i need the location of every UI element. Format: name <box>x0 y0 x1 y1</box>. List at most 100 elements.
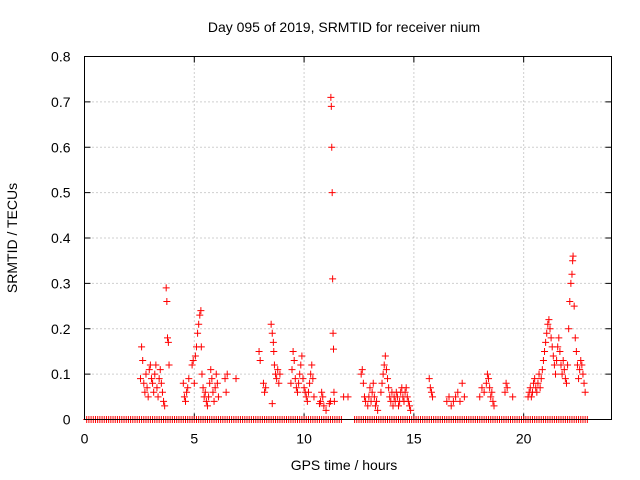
data-point <box>322 406 330 414</box>
data-point <box>369 379 377 387</box>
data-point <box>287 379 295 387</box>
data-point <box>571 334 579 342</box>
data-point <box>144 393 152 401</box>
data-point <box>503 384 511 392</box>
data-point <box>164 334 172 342</box>
data-point <box>197 307 205 315</box>
data-point <box>533 388 541 396</box>
data-point <box>306 379 314 387</box>
data-point <box>189 357 197 365</box>
data-point <box>538 366 546 374</box>
data-point <box>184 384 192 392</box>
data-point <box>358 366 366 374</box>
data-point <box>426 384 434 392</box>
data-point <box>300 384 308 392</box>
data-point <box>357 370 365 378</box>
data-point <box>567 279 575 287</box>
data-point <box>378 379 386 387</box>
data-point <box>460 393 468 401</box>
data-point <box>205 393 213 401</box>
data-point <box>267 320 275 328</box>
data-point <box>483 370 491 378</box>
data-point <box>180 393 188 401</box>
data-point <box>136 375 144 383</box>
data-point <box>368 388 376 396</box>
data-point <box>292 384 300 392</box>
data-point <box>402 384 410 392</box>
data-point <box>447 402 455 410</box>
data-point <box>274 366 282 374</box>
data-point <box>213 379 221 387</box>
data-point <box>256 357 264 365</box>
data-point <box>577 357 585 365</box>
data-point <box>185 375 193 383</box>
y-tick-label: 0.5 <box>51 185 71 201</box>
data-point <box>298 352 306 360</box>
data-point <box>327 102 335 110</box>
data-point <box>208 375 216 383</box>
data-point <box>221 375 229 383</box>
data-point <box>295 379 303 387</box>
data-point <box>207 366 215 374</box>
data-point <box>270 347 278 355</box>
data-point <box>152 361 160 369</box>
data-point <box>222 388 230 396</box>
data-point <box>307 370 315 378</box>
data-point <box>445 393 453 401</box>
data-point <box>150 388 158 396</box>
data-point <box>379 370 387 378</box>
data-point <box>401 388 409 396</box>
data-point <box>303 397 311 405</box>
data-point <box>558 370 566 378</box>
y-tick-label: 0 <box>63 412 71 428</box>
data-point <box>425 375 433 383</box>
data-point <box>534 379 542 387</box>
data-point <box>147 375 155 383</box>
y-tick-label: 0.7 <box>51 94 71 110</box>
data-point <box>407 406 415 414</box>
data-point <box>259 379 267 387</box>
data-point <box>183 388 191 396</box>
data-point <box>531 375 539 383</box>
data-point <box>566 298 574 306</box>
data-point <box>297 361 305 369</box>
data-point <box>223 370 231 378</box>
data-point <box>385 384 393 392</box>
data-point <box>302 393 310 401</box>
data-point <box>552 370 560 378</box>
data-point <box>449 397 457 405</box>
grid <box>84 56 612 420</box>
data-point <box>576 366 584 374</box>
data-point <box>255 347 263 355</box>
data-point <box>395 402 403 410</box>
data-point <box>275 379 283 387</box>
data-point <box>486 384 494 392</box>
data-point <box>557 361 565 369</box>
data-point <box>490 402 498 410</box>
data-point <box>328 143 336 151</box>
data-point <box>165 361 173 369</box>
data-point <box>157 379 165 387</box>
data-point <box>296 370 304 378</box>
data-point <box>190 379 198 387</box>
data-point <box>427 388 435 396</box>
data-point <box>328 189 336 197</box>
data-point <box>403 393 411 401</box>
data-point <box>553 357 561 365</box>
data-point <box>289 347 297 355</box>
data-point <box>299 375 307 383</box>
data-point <box>488 388 496 396</box>
data-point <box>269 338 277 346</box>
data-point <box>458 379 466 387</box>
y-tick-label: 0.6 <box>51 139 71 155</box>
data-point <box>572 347 580 355</box>
data-point <box>478 384 486 392</box>
data-point <box>209 388 217 396</box>
data-point <box>318 388 326 396</box>
data-point <box>377 388 385 396</box>
x-axis-label: GPS time / hours <box>291 457 398 473</box>
data-point <box>405 402 413 410</box>
data-point <box>578 361 586 369</box>
data-point <box>201 388 209 396</box>
data-point <box>212 370 220 378</box>
